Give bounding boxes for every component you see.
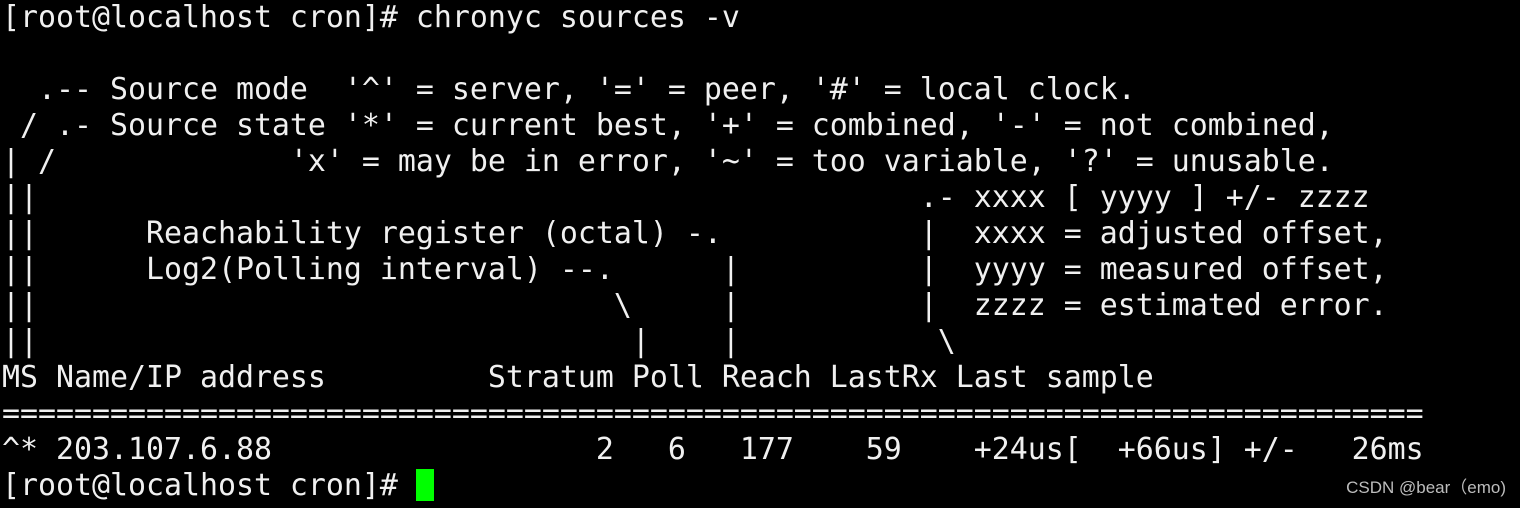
legend-pointers: || | | \ bbox=[2, 324, 956, 359]
legend-error: || \ | | zzzz = estimated error. bbox=[2, 288, 1388, 323]
legend-poll: || Log2(Polling interval) --. | | yyyy =… bbox=[2, 252, 1388, 287]
command-line: [root@localhost cron]# chronyc sources -… bbox=[2, 0, 740, 35]
table-header: MS Name/IP address Stratum Poll Reach La… bbox=[2, 360, 1154, 395]
prompt: [root@localhost cron]# bbox=[2, 468, 416, 503]
cursor bbox=[415, 469, 434, 501]
legend-sample-format: || .- xxxx [ yyyy ] +/- zzzz bbox=[2, 180, 1370, 215]
legend-reachability: || Reachability register (octal) -. | xx… bbox=[2, 216, 1388, 251]
blank-line bbox=[2, 36, 1424, 72]
table-row: ^* 203.107.6.88 2 6 177 59 +24us[ +66us]… bbox=[2, 432, 1424, 467]
terminal-output[interactable]: [root@localhost cron]# chronyc sources -… bbox=[2, 0, 1424, 504]
watermark: CSDN @bear（emo) bbox=[1346, 478, 1506, 497]
legend-source-state-cont: | / 'x' = may be in error, '~' = too var… bbox=[2, 144, 1334, 179]
legend-source-mode: .-- Source mode '^' = server, '=' = peer… bbox=[2, 72, 1136, 107]
table-separator: ========================================… bbox=[2, 396, 1424, 431]
legend-source-state: / .- Source state '*' = current best, '+… bbox=[2, 108, 1334, 143]
prompt-line[interactable]: [root@localhost cron]# bbox=[2, 468, 1424, 504]
